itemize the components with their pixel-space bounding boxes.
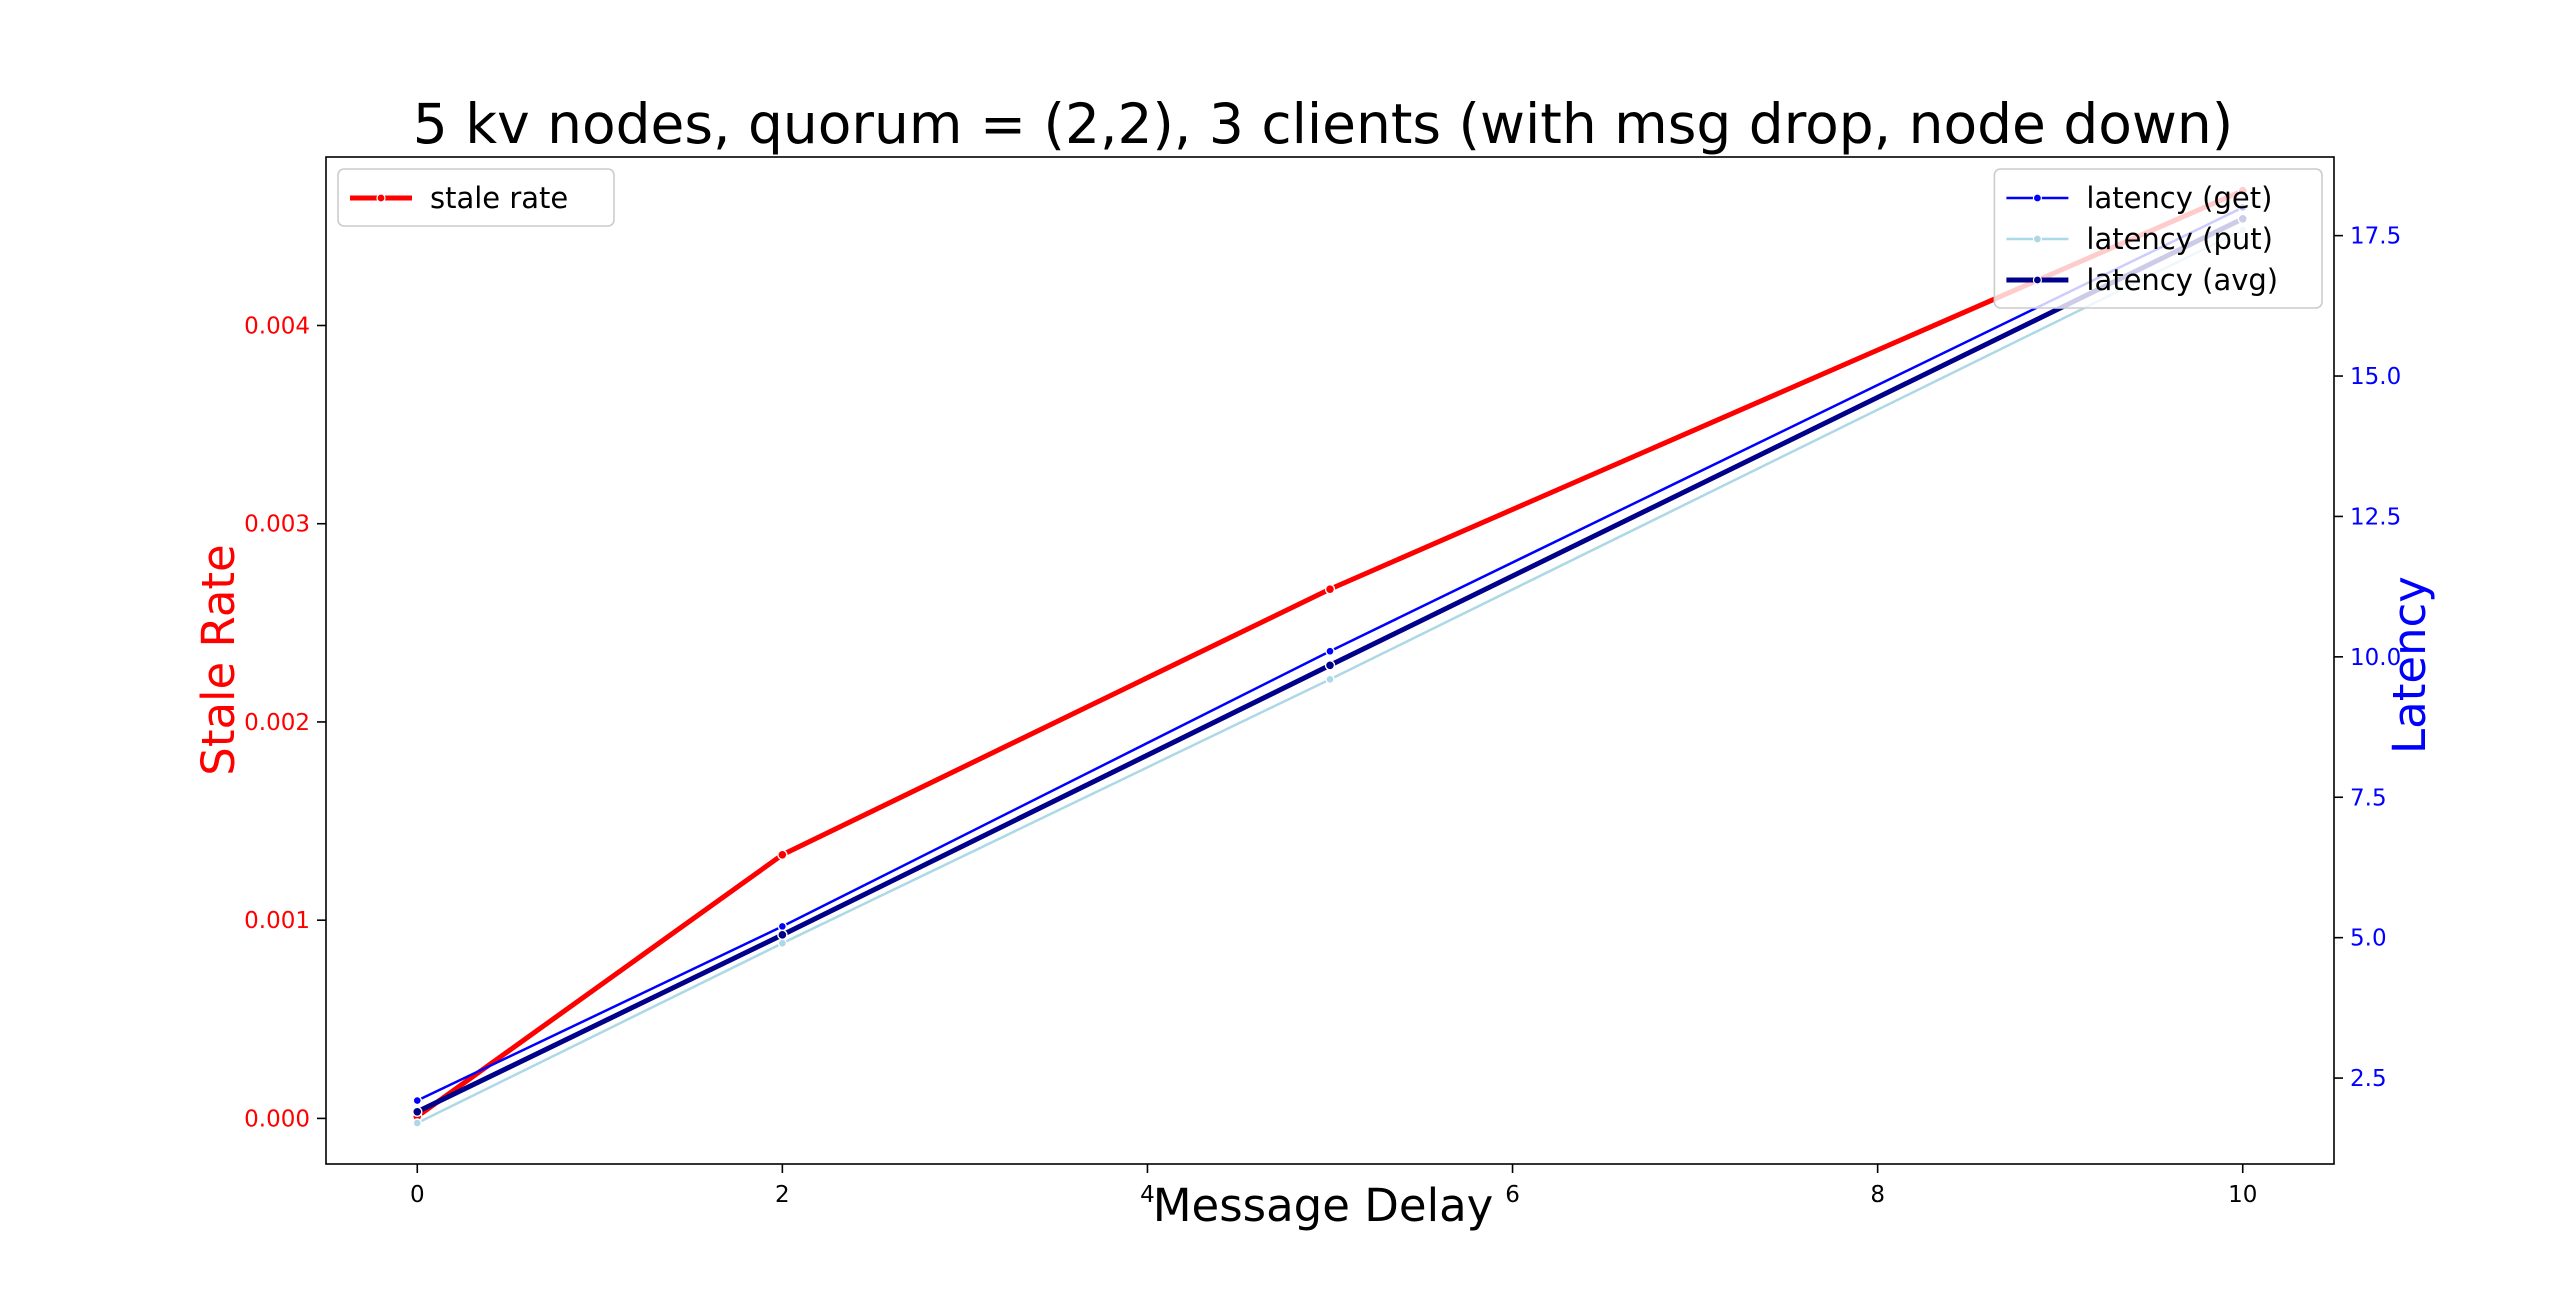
legend-item-latency-get: latency (get) [2006,181,2272,215]
x-tick-label: 2 [775,1182,790,1208]
legend-latency: latency (get) latency (put) latency (avg) [1993,168,2323,309]
legend-marker [2032,193,2043,203]
plot-frame [325,156,2335,1165]
y-left-tick-label: 0.003 [244,512,310,538]
legend-label: latency (avg) [2086,263,2278,297]
legend-label: latency (get) [2086,181,2272,215]
point-latency-avg [777,929,788,941]
legend-label: stale rate [430,181,568,215]
point-latency-avg [412,1106,423,1117]
y-left-tick-label: 0.002 [244,710,310,736]
point-stale-rate [1324,583,1336,595]
y-right-tick-label: 10.0 [2350,645,2401,671]
y-left-tick-label: 0.004 [244,313,310,339]
point-stale-rate [777,849,788,860]
point-latency-put [1325,674,1335,685]
y-axis-left: 0.000 0.001 0.002 0.003 0.004 [244,313,326,1132]
chart-title: 5 kv nodes, quorum = (2,2), 3 clients (w… [413,92,2233,156]
y-axis-label-left: Stale Rate [192,544,245,775]
line-latency-avg [416,216,2244,1115]
legend-label: latency (put) [2086,222,2273,256]
legend-item-latency-put: latency (put) [2006,222,2273,256]
y-left-tick-label: 0.000 [244,1106,310,1132]
series-latency-put [412,225,2248,1128]
line-latency-get [416,206,2244,1102]
x-tick-label: 6 [1505,1182,1520,1208]
y-axis-right: 2.5 5.0 7.5 10.0 12.5 15.0 17.5 [2334,224,2401,1092]
x-tick-label: 0 [410,1182,425,1208]
point-latency-avg [1324,660,1336,671]
series-latency-get [412,202,2248,1106]
line-stale-rate [415,188,2244,1119]
y-right-tick-label: 17.5 [2350,224,2401,250]
legend-item-stale-rate: stale rate [350,181,568,215]
plot-border [325,156,2335,1165]
legend-box [337,168,615,227]
legend-stale: stale rate [337,168,615,227]
point-latency-get [412,1095,422,1106]
legend-box [1993,168,2323,309]
point-latency-put [412,1118,422,1128]
y-axis-label-right: Latency [2383,576,2436,754]
x-axis-label: Message Delay [1153,1179,1494,1232]
series-layer [412,185,2248,1128]
point-latency-get [1325,646,1335,656]
y-right-tick-label: 7.5 [2350,785,2387,811]
legend-marker [2032,234,2043,244]
y-right-tick-label: 15.0 [2350,364,2401,390]
x-tick-label: 10 [2228,1182,2257,1208]
y-right-tick-label: 12.5 [2350,504,2401,530]
x-tick-label: 8 [1870,1182,1885,1208]
x-axis: 0 2 4 6 8 10 [410,1164,2257,1208]
y-right-tick-label: 5.0 [2350,926,2387,952]
y-left-tick-label: 0.001 [244,908,310,934]
legend-marker [376,193,386,203]
point-latency-put [777,938,788,948]
line-latency-put [416,228,2244,1125]
point-latency-get [777,921,788,932]
legend-marker [2032,275,2043,285]
series-latency-avg [412,213,2248,1117]
y-right-tick-label: 2.5 [2350,1066,2387,1092]
legend-item-latency-avg: latency (avg) [2006,263,2278,297]
x-tick-label: 4 [1140,1182,1155,1208]
